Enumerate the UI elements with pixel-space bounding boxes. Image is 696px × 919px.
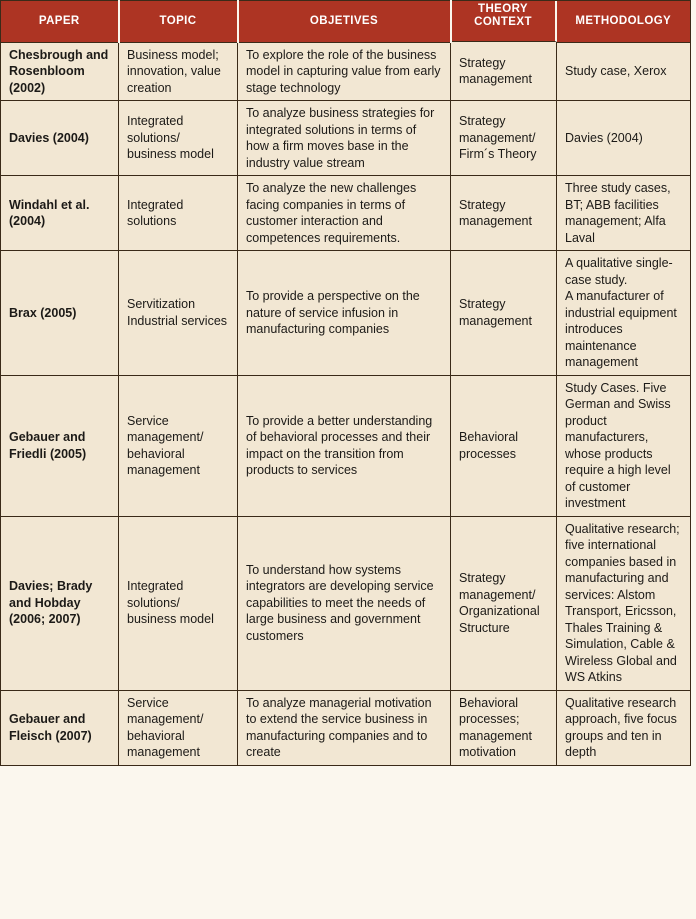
table-row: Chesbrough and Rosenbloom (2002) Busines… <box>0 42 691 101</box>
column-header-paper: PAPER <box>0 0 120 43</box>
column-header-theory-context: THEORY CONTEXT <box>451 1 557 42</box>
cell-topic: Integrated solutions/ business model <box>118 100 238 176</box>
table-row: Gebauer and Friedli (2005) Service manag… <box>0 374 691 516</box>
column-header-methodology: METHODOLOGY <box>556 0 691 43</box>
cell-paper: Chesbrough and Rosenbloom (2002) <box>0 42 119 101</box>
column-header-topic: TOPIC <box>118 0 239 43</box>
cell-theory: Strategy management/ Organizational Stru… <box>450 515 557 690</box>
table-row: Windahl et al. (2004) Integrated solutio… <box>0 175 691 251</box>
cell-theory: Strategy management <box>450 250 557 375</box>
cell-theory: Behavioral processes <box>450 374 557 516</box>
cell-objectives: To understand how systems integrators ar… <box>237 515 451 690</box>
column-header-objectives: OBJETIVES <box>237 0 452 43</box>
cell-objectives: To analyze managerial motivation to exte… <box>237 689 451 765</box>
table-row: Brax (2005) Servitization Industrial ser… <box>0 250 691 375</box>
cell-topic: Service management/ behavioral managemen… <box>118 374 238 516</box>
cell-paper: Davies (2004) <box>0 100 119 176</box>
cell-methodology: Qualitative research; five international… <box>556 515 691 690</box>
cell-methodology: Study case, Xerox <box>556 42 691 101</box>
cell-objectives: To explore the role of the business mode… <box>237 42 451 101</box>
table-row: Gebauer and Fleisch (2007) Service manag… <box>0 689 691 765</box>
literature-review-table-container: PAPER TOPIC OBJETIVES THEORY CONTEXT MET… <box>0 0 691 766</box>
cell-objectives: To analyze business strategies for integ… <box>237 100 451 176</box>
cell-topic: Integrated solutions/ business model <box>118 515 238 690</box>
table-row: Davies; Brady and Hobday (2006; 2007) In… <box>0 515 691 690</box>
cell-objectives: To provide a better understanding of beh… <box>237 374 451 516</box>
cell-theory: Strategy management <box>450 42 557 101</box>
cell-objectives: To analyze the new challenges facing com… <box>237 175 451 251</box>
cell-paper: Brax (2005) <box>0 250 119 375</box>
cell-paper: Windahl et al. (2004) <box>0 175 119 251</box>
table-body: Chesbrough and Rosenbloom (2002) Busines… <box>0 42 691 765</box>
cell-methodology: Qualitative research approach, five focu… <box>556 689 691 765</box>
cell-topic: Integrated solutions <box>118 175 238 251</box>
cell-methodology: A qualitative single-case study. A manuf… <box>556 250 691 375</box>
cell-paper: Gebauer and Friedli (2005) <box>0 374 119 516</box>
cell-methodology: Davies (2004) <box>556 100 691 176</box>
cell-theory: Strategy management/ Firm´s Theory <box>450 100 557 176</box>
table-row: Davies (2004) Integrated solutions/ busi… <box>0 100 691 176</box>
cell-methodology: Study Cases. Five German and Swiss produ… <box>556 374 691 516</box>
cell-topic: Business model; innovation, value creati… <box>118 42 238 101</box>
cell-methodology: Three study cases, BT; ABB facilities ma… <box>556 175 691 251</box>
table-header-row: PAPER TOPIC OBJETIVES THEORY CONTEXT MET… <box>0 0 691 43</box>
cell-paper: Gebauer and Fleisch (2007) <box>0 689 119 765</box>
table-header: PAPER TOPIC OBJETIVES THEORY CONTEXT MET… <box>0 0 691 43</box>
cell-theory: Strategy management <box>450 175 557 251</box>
literature-review-table: PAPER TOPIC OBJETIVES THEORY CONTEXT MET… <box>0 0 691 766</box>
cell-theory: Behavioral processes; management motivat… <box>450 689 557 765</box>
cell-topic: Servitization Industrial services <box>118 250 238 375</box>
cell-objectives: To provide a perspective on the nature o… <box>237 250 451 375</box>
cell-topic: Service management/ behavioral managemen… <box>118 689 238 765</box>
cell-paper: Davies; Brady and Hobday (2006; 2007) <box>0 515 119 690</box>
